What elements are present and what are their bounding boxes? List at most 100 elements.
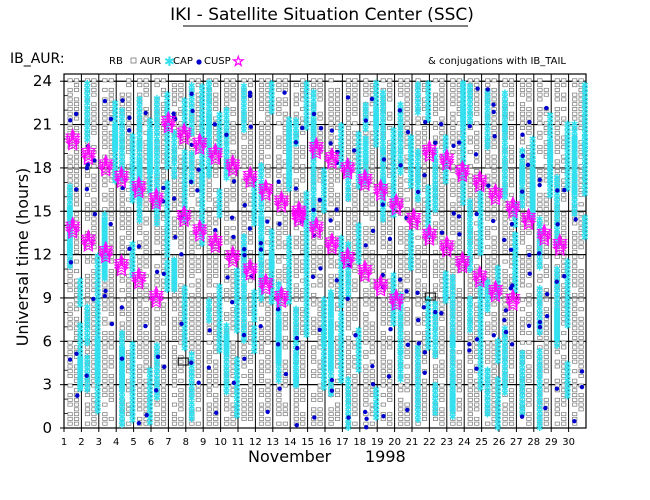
cap-point: ✱ <box>77 386 85 396</box>
cusp-point <box>380 202 386 207</box>
rb-point <box>137 302 143 307</box>
rb-point <box>328 278 334 283</box>
cap-point: ✱ <box>83 80 91 90</box>
rb-point <box>102 211 108 216</box>
rb-point <box>160 288 167 293</box>
cusp-point <box>300 125 305 131</box>
legend-rb-label: RB <box>109 56 123 67</box>
rb-point <box>247 369 254 374</box>
cap-point: ✱ <box>181 148 189 158</box>
cap-point: ✱ <box>136 144 144 154</box>
cap-point: ✱ <box>83 112 91 122</box>
cusp-point <box>275 307 281 312</box>
rb-point <box>467 135 473 140</box>
rb-point <box>241 393 247 398</box>
rb-point <box>171 374 178 378</box>
rb-point <box>311 292 317 297</box>
rb-point <box>154 264 160 269</box>
rb-point <box>317 216 323 221</box>
rb-point <box>108 111 114 116</box>
rb-point <box>363 393 369 398</box>
rb-point <box>258 407 265 412</box>
cap-point: ✱ <box>129 156 137 166</box>
cap-point: ✱ <box>129 360 137 370</box>
rb-point <box>345 302 352 307</box>
rb-point <box>317 416 323 421</box>
cap-point: ✱ <box>118 341 126 351</box>
rb-point <box>345 226 352 231</box>
cap-point: ✱ <box>181 320 189 330</box>
rb-point <box>206 226 212 231</box>
rb-point <box>154 383 160 388</box>
cap-point: ✱ <box>181 113 189 123</box>
rb-point <box>137 374 143 378</box>
cap-point: ✱ <box>129 340 137 350</box>
cap-point: ✱ <box>146 155 154 165</box>
rb-point <box>102 264 108 269</box>
cap-point: ✱ <box>66 206 74 216</box>
x-tick-label: 16 <box>319 437 332 448</box>
rb-point <box>171 335 178 340</box>
rb-point <box>213 83 219 88</box>
x-tick-label: 18 <box>353 437 366 448</box>
rb-point <box>467 369 473 374</box>
rb-point <box>369 235 375 240</box>
cap-point: ✱ <box>153 358 161 368</box>
rb-point <box>213 369 219 374</box>
rb-point <box>224 226 230 231</box>
rb-point <box>415 135 421 140</box>
rb-point <box>67 169 73 173</box>
cap-point: ✱ <box>94 351 102 361</box>
rb-point <box>137 211 143 216</box>
rb-point <box>137 97 143 102</box>
rb-point <box>91 288 97 293</box>
rb-point <box>137 331 143 336</box>
rb-point <box>206 283 212 288</box>
cap-point: ✱ <box>94 328 102 338</box>
cap-point: ✱ <box>77 366 85 376</box>
rb-point <box>317 111 323 116</box>
rb-point <box>206 197 212 202</box>
cap-point: ✱ <box>111 153 119 163</box>
cap-point: ✱ <box>136 213 144 223</box>
cap-point: ✱ <box>170 286 178 296</box>
cusp-point <box>388 327 393 332</box>
rb-point <box>213 102 219 107</box>
cap-point: ✱ <box>379 88 387 98</box>
rb-point <box>171 154 178 159</box>
rb-point <box>247 230 254 235</box>
cap-point: ✱ <box>129 169 137 179</box>
rb-point <box>126 221 132 226</box>
rb-point <box>67 383 73 388</box>
cusp-point <box>329 128 335 133</box>
rb-point <box>300 369 306 374</box>
cap-point: ✱ <box>303 255 311 265</box>
rb-point <box>84 350 91 355</box>
cap-point: ✱ <box>153 341 161 351</box>
rb-point <box>206 340 212 345</box>
rb-point <box>352 388 358 393</box>
rb-point <box>102 388 108 393</box>
rb-point <box>345 326 352 331</box>
rb-point <box>67 321 73 326</box>
rb-point <box>119 374 125 378</box>
cap-point: ✱ <box>94 277 102 287</box>
rb-point <box>126 83 132 88</box>
cusp-point <box>143 323 148 329</box>
legend-cap-marker: ✱ <box>164 55 175 70</box>
rb-point <box>224 235 230 240</box>
cusp-point <box>433 140 438 145</box>
rb-point <box>160 402 167 407</box>
rb-point <box>154 378 160 383</box>
cusp-point <box>277 221 282 227</box>
x-tick-label: 24 <box>458 437 471 448</box>
legend-cap-label: CAP <box>173 56 193 67</box>
cusp-point <box>103 288 108 294</box>
rb-point <box>241 221 247 226</box>
cap-point: ✱ <box>146 184 154 194</box>
rb-point <box>369 154 375 159</box>
rb-point <box>241 154 247 159</box>
rb-point <box>171 297 178 302</box>
rb-point <box>224 397 230 402</box>
cap-point: ✱ <box>164 248 172 258</box>
